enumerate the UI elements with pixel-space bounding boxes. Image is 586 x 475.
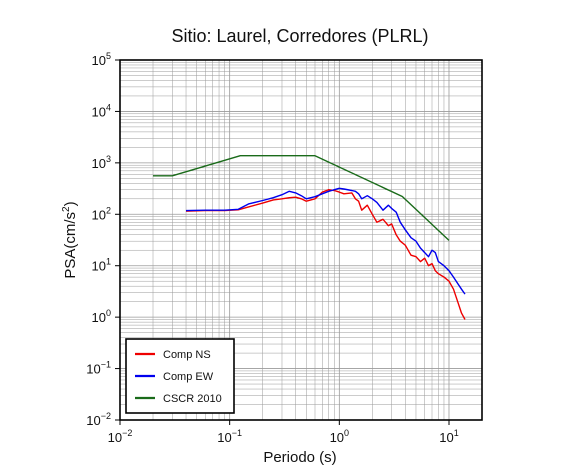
- y-tick-label-exponent: 0: [106, 308, 111, 318]
- y-tick-label-exponent: 4: [106, 102, 111, 112]
- grid: [119, 59, 483, 421]
- x-tick-label-exponent: −2: [122, 428, 132, 438]
- plot-frame: [119, 59, 483, 421]
- x-tick-label-base: 10: [108, 430, 122, 445]
- y-tick-label: 102: [92, 205, 111, 222]
- y-tick-label-base: 10: [92, 259, 106, 274]
- y-tick-label-exponent: 5: [106, 51, 111, 61]
- y-tick-label: 104: [92, 102, 111, 119]
- x-tick-label-exponent: 1: [454, 428, 459, 438]
- y-tick-label-base: 10: [92, 156, 106, 171]
- series-line-comp-ew: [185, 187, 466, 295]
- y-tick-label-exponent: 1: [106, 257, 111, 267]
- x-tick-label-exponent: 0: [344, 428, 349, 438]
- legend-label-comp-ns: Comp NS: [163, 349, 211, 361]
- y-tick-label-exponent: −2: [101, 411, 111, 421]
- x-tick-label: 101: [439, 428, 458, 445]
- y-tick-label-base: 10: [86, 413, 100, 428]
- y-tick-label-exponent: −1: [101, 360, 111, 370]
- y-tick-label: 10−1: [86, 360, 111, 377]
- series-line-cscr-2010: [153, 154, 450, 241]
- legend-label-cscr-2010: CSCR 2010: [163, 393, 222, 405]
- y-axis-label: PSA(cm/s2): [61, 201, 79, 278]
- y-tick-label-base: 10: [92, 310, 106, 325]
- y-tick-label: 103: [92, 154, 111, 171]
- y-tick-label-base: 10: [86, 362, 100, 377]
- x-tick-label-base: 10: [330, 430, 344, 445]
- y-axis-label-superscript: 2: [61, 206, 72, 212]
- legend: Comp NS Comp EW CSCR 2010: [125, 338, 235, 414]
- y-tick-label: 100: [92, 308, 111, 325]
- x-tick-label-base: 10: [439, 430, 453, 445]
- x-tick-label: 10−2: [108, 428, 133, 445]
- legend-items: Comp NS Comp EW CSCR 2010: [135, 349, 222, 405]
- legend-label-comp-ew: Comp EW: [163, 371, 214, 383]
- y-tick-label: 101: [92, 257, 111, 274]
- x-axis-label: Periodo (s): [263, 449, 336, 466]
- y-axis-label-base: PSA(cm/s: [62, 212, 79, 279]
- y-tick-label-exponent: 3: [106, 154, 111, 164]
- series-lines: [153, 154, 466, 320]
- y-tick-label-base: 10: [92, 104, 106, 119]
- y-tick-label: 10−2: [86, 411, 111, 428]
- y-tick-label-base: 10: [92, 207, 106, 222]
- y-axis-label-end: ): [62, 201, 79, 206]
- x-tick-label-exponent: −1: [232, 428, 242, 438]
- x-tick-label-base: 10: [217, 430, 231, 445]
- series-line-comp-ns: [185, 188, 466, 320]
- y-tick-label-base: 10: [92, 53, 106, 68]
- y-tick-label-exponent: 2: [106, 205, 111, 215]
- x-tick-label: 10−1: [217, 428, 242, 445]
- y-tick-label: 105: [92, 51, 111, 68]
- chart-title: Sitio: Laurel, Corredores (PLRL): [171, 26, 428, 46]
- x-tick-label: 100: [330, 428, 349, 445]
